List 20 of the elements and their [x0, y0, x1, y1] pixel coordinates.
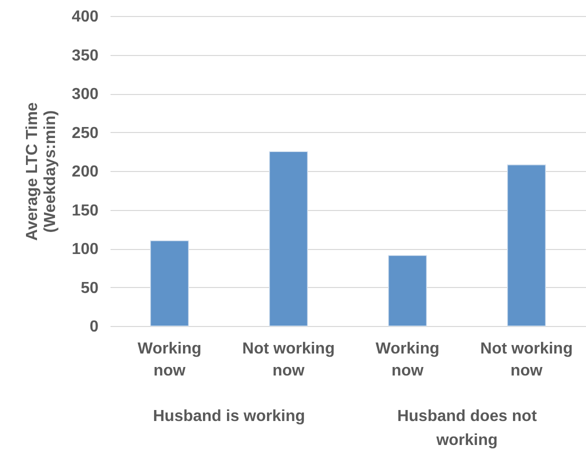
y-tick-label: 400	[72, 8, 99, 26]
text: Husband is working	[152, 408, 306, 425]
y-tick-label: 350	[72, 47, 99, 64]
x-tick-label: Not working now	[242, 340, 335, 380]
y-tick-label: 150	[72, 202, 99, 220]
y-tick-label: 200	[72, 164, 99, 180]
text: Husband does not working	[397, 408, 538, 449]
bar	[507, 164, 546, 326]
bar	[269, 151, 308, 326]
y-tick-label: 300	[72, 86, 99, 103]
y-tick-label: 250	[72, 124, 99, 142]
y-axis-title: Average LTC Time (Weekdays:min)	[24, 102, 59, 241]
x-tick-label: Working now	[138, 340, 202, 380]
y-tick-label: 100	[72, 241, 99, 258]
bar	[150, 240, 189, 326]
y-tick-label: 50	[80, 280, 99, 297]
y-tick-label: 0	[90, 318, 99, 336]
x-tick-label: Working now	[376, 340, 440, 380]
bar	[388, 255, 427, 326]
x-tick-label: Not working now	[480, 340, 573, 380]
